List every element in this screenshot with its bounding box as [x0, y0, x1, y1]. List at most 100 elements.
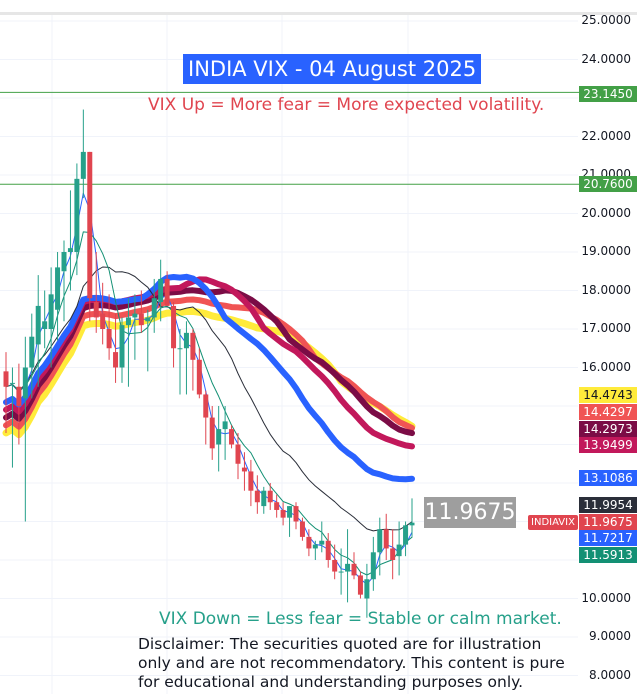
candle — [106, 329, 112, 349]
chart-grid — [0, 15, 578, 694]
candle — [183, 332, 189, 349]
candle — [390, 548, 396, 560]
price-axis-tick: 16.0000 — [581, 359, 631, 374]
price-axis-tick: 17.0000 — [581, 321, 631, 335]
ma-black-tag: 11.9954 — [579, 497, 637, 513]
candle — [319, 540, 325, 545]
vix-down-annotation: VIX Down = Less fear = Stable or calm ma… — [159, 609, 562, 629]
resistance-level-tag: 23.1450 — [579, 86, 637, 102]
price-axis-tick: 9.0000 — [589, 629, 631, 643]
disclaimer-line: Disclaimer: The securities quoted are fo… — [138, 635, 542, 653]
candle — [254, 490, 260, 503]
last-price-tag: 11.9675 — [579, 514, 637, 530]
candle — [338, 571, 344, 573]
candle — [93, 302, 99, 318]
candle — [164, 278, 170, 306]
ma-darkmaroon-tag: 14.2973 — [579, 421, 637, 437]
candle — [16, 386, 22, 406]
candle — [364, 579, 370, 599]
ma-coral-tag: 14.4297 — [579, 404, 637, 420]
price-axis-tick: 18.0000 — [581, 282, 631, 297]
candle — [119, 325, 125, 368]
candle — [29, 336, 35, 368]
candle — [357, 575, 363, 595]
top-bar — [0, 0, 637, 15]
candle — [113, 352, 119, 368]
last-price-label: 11.9675 — [424, 497, 516, 528]
moving-average-line — [3, 273, 415, 483]
candle — [351, 563, 357, 576]
candle — [293, 506, 299, 522]
candle — [261, 490, 267, 507]
candle — [87, 151, 93, 299]
ma-teal-tag: 11.5913 — [579, 547, 637, 563]
disclaimer-line: only and are not recommendatory. This co… — [138, 654, 565, 672]
candle — [370, 552, 376, 580]
price-axis-tick: 10.0000 — [581, 590, 631, 605]
candle — [209, 417, 215, 449]
chart-title: INDIA VIX - 04 August 2025 — [183, 54, 482, 84]
candle — [177, 348, 183, 350]
candle — [274, 502, 280, 510]
candle — [248, 471, 254, 491]
candle — [67, 248, 73, 252]
disclaimer: Disclaimer: The securities quoted are fo… — [138, 635, 578, 692]
candle — [61, 252, 67, 272]
candle — [345, 563, 351, 572]
candle — [267, 490, 273, 503]
candle — [222, 421, 228, 430]
price-axis-tick: 22.0000 — [581, 128, 631, 143]
ma-crimson-tag: 13.9499 — [579, 437, 637, 453]
candle — [332, 560, 338, 572]
candle — [229, 429, 235, 445]
candle — [287, 506, 293, 518]
candle — [306, 536, 312, 549]
ma-yellow-tag: 14.4743 — [579, 387, 637, 403]
candle — [9, 382, 15, 384]
candle — [74, 178, 80, 252]
candle — [203, 394, 209, 418]
candle — [235, 444, 241, 464]
price-axis-tick: 19.0000 — [581, 244, 631, 258]
candle — [280, 509, 286, 518]
candle — [325, 540, 331, 560]
candle — [145, 317, 151, 322]
horizontal-levels[interactable] — [0, 91, 580, 185]
candle — [383, 529, 389, 549]
disclaimer-line: for educational and understanding purpos… — [138, 673, 524, 691]
candle — [35, 305, 41, 345]
moving-average-line — [5, 192, 413, 585]
price-axis-tick: 8.0000 — [589, 667, 631, 682]
candle — [48, 294, 54, 329]
candle — [196, 359, 202, 395]
candle — [403, 525, 409, 545]
candle — [299, 521, 305, 537]
candle — [158, 278, 164, 303]
candle — [312, 544, 318, 549]
moving-average-line — [5, 231, 413, 576]
price-axis-tick: 24.0000 — [581, 51, 631, 66]
candle — [55, 267, 61, 310]
symbol-tag: INDIAVIX — [528, 515, 578, 530]
vix-up-annotation: VIX Up = More fear = More expected volat… — [148, 95, 545, 115]
candle — [138, 313, 144, 326]
candle — [100, 313, 106, 329]
candle — [151, 298, 157, 318]
candle — [42, 321, 48, 329]
ma-thin-blue-tag: 11.7217 — [579, 530, 637, 546]
candle — [3, 371, 9, 387]
candle — [377, 529, 383, 553]
moving-averages — [2, 192, 416, 585]
candle — [409, 522, 415, 526]
candle — [216, 429, 222, 445]
candle — [22, 367, 28, 399]
candle — [125, 317, 131, 326]
candle — [171, 305, 177, 349]
price-axis-tick: 25.0000 — [581, 13, 631, 27]
candle — [190, 332, 196, 360]
ma-blue-tag: 13.1086 — [579, 470, 637, 486]
candle — [132, 313, 138, 318]
price-axis-tick: 20.0000 — [581, 205, 631, 220]
support-level-tag: 20.7600 — [579, 176, 637, 192]
